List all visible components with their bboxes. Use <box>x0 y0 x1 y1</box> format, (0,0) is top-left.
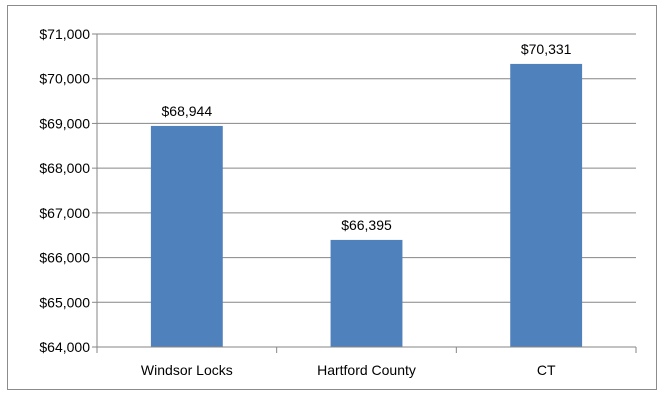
bar <box>150 125 223 347</box>
y-tick-label: $64,000 <box>39 339 90 355</box>
data-label: $68,944 <box>162 103 213 119</box>
y-tick-label: $71,000 <box>39 26 90 42</box>
y-tick-label: $66,000 <box>39 250 90 266</box>
labels: $64,000 $65,000 $66,000 $67,000 $68,000 $69,0… <box>39 26 571 378</box>
data-label: $70,331 <box>521 41 572 57</box>
x-tick-label: Windsor Locks <box>141 362 233 378</box>
x-tick-label: CT <box>537 362 556 378</box>
data-label: $66,395 <box>341 217 392 233</box>
bars <box>150 63 583 348</box>
y-tick-label: $70,000 <box>39 71 90 87</box>
bar <box>330 239 403 347</box>
bar <box>510 63 583 348</box>
y-tick-label: $65,000 <box>39 294 90 310</box>
y-tick-label: $68,000 <box>39 160 90 176</box>
axes <box>92 33 637 353</box>
x-tick-label: Hartford County <box>317 362 416 378</box>
y-tick-label: $67,000 <box>39 205 90 221</box>
y-tick-label: $69,000 <box>39 115 90 131</box>
